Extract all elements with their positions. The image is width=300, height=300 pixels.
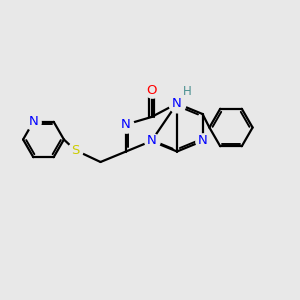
Text: H: H — [183, 85, 192, 98]
Text: N: N — [121, 118, 131, 131]
Text: O: O — [146, 83, 157, 97]
Text: N: N — [147, 134, 156, 148]
Text: N: N — [28, 115, 38, 128]
Text: N: N — [198, 134, 207, 148]
Text: S: S — [71, 143, 79, 157]
Text: N: N — [172, 97, 182, 110]
